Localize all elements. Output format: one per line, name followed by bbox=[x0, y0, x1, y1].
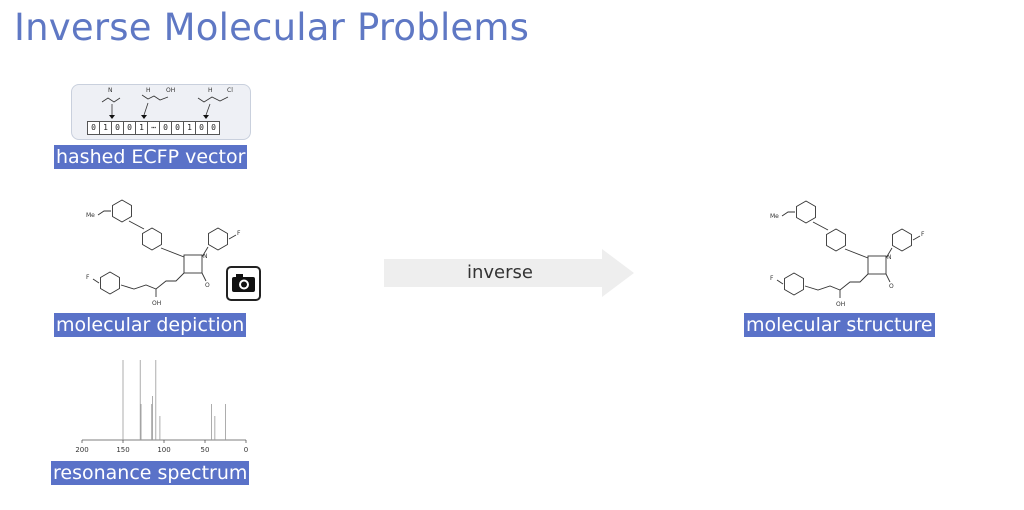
hydroxyl-label: OH bbox=[152, 300, 161, 307]
fluoro-label: F bbox=[237, 230, 241, 237]
spectrum-tick-label: 0 bbox=[244, 446, 248, 454]
fragment-label: N bbox=[108, 87, 113, 94]
ecfp-label: hashed ECFP vector bbox=[54, 145, 248, 169]
methyl-label: Me bbox=[86, 212, 95, 219]
inverse-label: inverse bbox=[467, 262, 533, 283]
spectrum-tick-label: 50 bbox=[201, 446, 210, 454]
nitrogen-label: N bbox=[887, 254, 892, 261]
methyl-label: Me bbox=[770, 213, 779, 220]
fluoro-label: F bbox=[770, 275, 774, 282]
spectrum-tick-label: 200 bbox=[75, 446, 88, 454]
fluoro-label: F bbox=[86, 274, 90, 281]
depiction-label: molecular depiction bbox=[54, 313, 247, 337]
molecule-depiction-drawing: Me F F OH N O bbox=[86, 199, 241, 307]
fluoro-label: F bbox=[921, 231, 925, 238]
spectrum-label: resonance spectrum bbox=[51, 461, 250, 485]
resonance-spectrum-chart: 200 150 100 50 0 bbox=[75, 360, 248, 454]
ecfp-vector-figure: N H OH H Cl 0 1 0 0 1 ⋯ 0 0 1 0 0 bbox=[71, 84, 251, 140]
page-title: Inverse Molecular Problems bbox=[14, 6, 530, 49]
oxygen-label: O bbox=[205, 282, 210, 289]
molecular-structure-drawing: Me F F OH N O bbox=[770, 200, 925, 308]
nitrogen-label: N bbox=[203, 253, 208, 260]
fragment-label: Cl bbox=[227, 87, 233, 94]
oxygen-label: O bbox=[889, 283, 894, 290]
spectrum-tick-label: 100 bbox=[157, 446, 170, 454]
bit-vector: 0 1 0 0 1 ⋯ 0 0 1 0 0 bbox=[87, 121, 220, 135]
spectrum-tick-label: 150 bbox=[116, 446, 129, 454]
fragment-label: OH bbox=[166, 87, 176, 94]
fragment-sketches bbox=[101, 94, 229, 119]
inverse-arrow bbox=[384, 249, 634, 297]
camera-icon bbox=[226, 266, 261, 301]
hydroxyl-label: OH bbox=[836, 301, 845, 308]
bit-cell: 0 bbox=[207, 121, 220, 135]
fragment-label: H bbox=[146, 87, 151, 94]
structure-label: molecular structure bbox=[744, 313, 935, 337]
fragment-label: H bbox=[208, 87, 213, 94]
